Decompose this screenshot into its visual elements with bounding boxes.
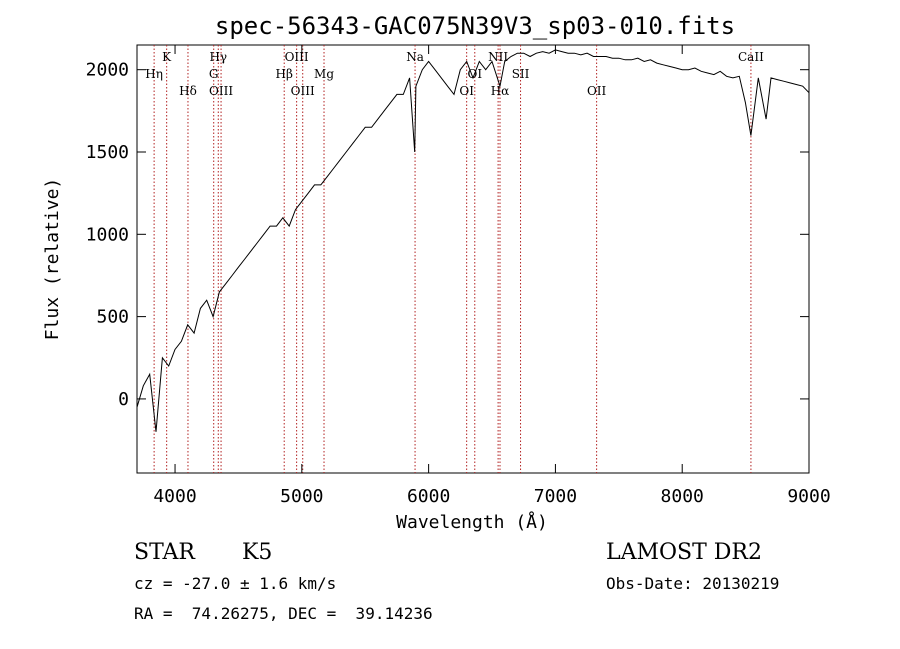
coordinates-readout: RA = 74.26275, DEC = 39.14236 [134, 604, 433, 623]
spectrum-line [136, 49, 810, 432]
line-markers [153, 45, 752, 473]
x-axis-label: Wavelength (Å) [396, 511, 548, 533]
y-axis-ticks: 0 500 1000 1500 2000 [86, 60, 809, 410]
y-tick-label-1500: 1500 [86, 142, 129, 163]
line-label-2: Hδ [179, 84, 197, 98]
x-tick-label-8000: 8000 [661, 486, 704, 507]
line-label-16: OII [587, 84, 607, 98]
x-axis-ticks: 4000 5000 6000 7000 8000 9000 [153, 45, 831, 507]
y-tick-label-500: 500 [96, 307, 129, 328]
line-label-13: NII [488, 50, 508, 64]
line-label-1: K [162, 50, 172, 64]
x-tick-label-5000: 5000 [280, 486, 323, 507]
line-label-8: OIII [291, 84, 315, 98]
x-tick-label-6000: 6000 [407, 486, 450, 507]
y-tick-label-0: 0 [118, 389, 129, 410]
y-tick-label-2000: 2000 [86, 60, 129, 81]
line-label-14: Hα [491, 84, 510, 98]
observation-date: Obs-Date: 20130219 [606, 574, 780, 593]
line-label-10: Na [406, 50, 424, 64]
line-label-6: Hβ [276, 67, 293, 81]
survey-name: LAMOST DR2 [606, 540, 762, 565]
object-subclass: K5 [242, 540, 273, 565]
line-label-15: SII [512, 67, 530, 81]
velocity-readout: cz = -27.0 ± 1.6 km/s [134, 574, 337, 593]
object-class: STAR [134, 540, 195, 565]
x-tick-label-7000: 7000 [534, 486, 577, 507]
line-label-4: G [209, 67, 219, 81]
plot-frame [136, 44, 810, 474]
y-tick-label-1000: 1000 [86, 224, 129, 245]
chart-title: spec-56343-GAC075N39V3_sp03-010.fits [215, 12, 735, 40]
line-label-5: OIII [209, 84, 233, 98]
y-axis-label: Flux (relative) [42, 178, 63, 341]
line-label-17: CaII [738, 50, 764, 64]
line-label-7: OIII [285, 50, 309, 64]
x-tick-label-9000: 9000 [787, 486, 830, 507]
line-labels: HηKHδHγGOIIIHβOIIIOIIIMgNaOIOINIIHαSIIOI… [145, 50, 764, 98]
line-label-0: Hη [145, 67, 163, 81]
line-label-3: Hγ [209, 50, 227, 64]
line-label-9: Mg [314, 67, 334, 81]
x-tick-label-4000: 4000 [153, 486, 196, 507]
line-label-11: OI [459, 84, 474, 98]
